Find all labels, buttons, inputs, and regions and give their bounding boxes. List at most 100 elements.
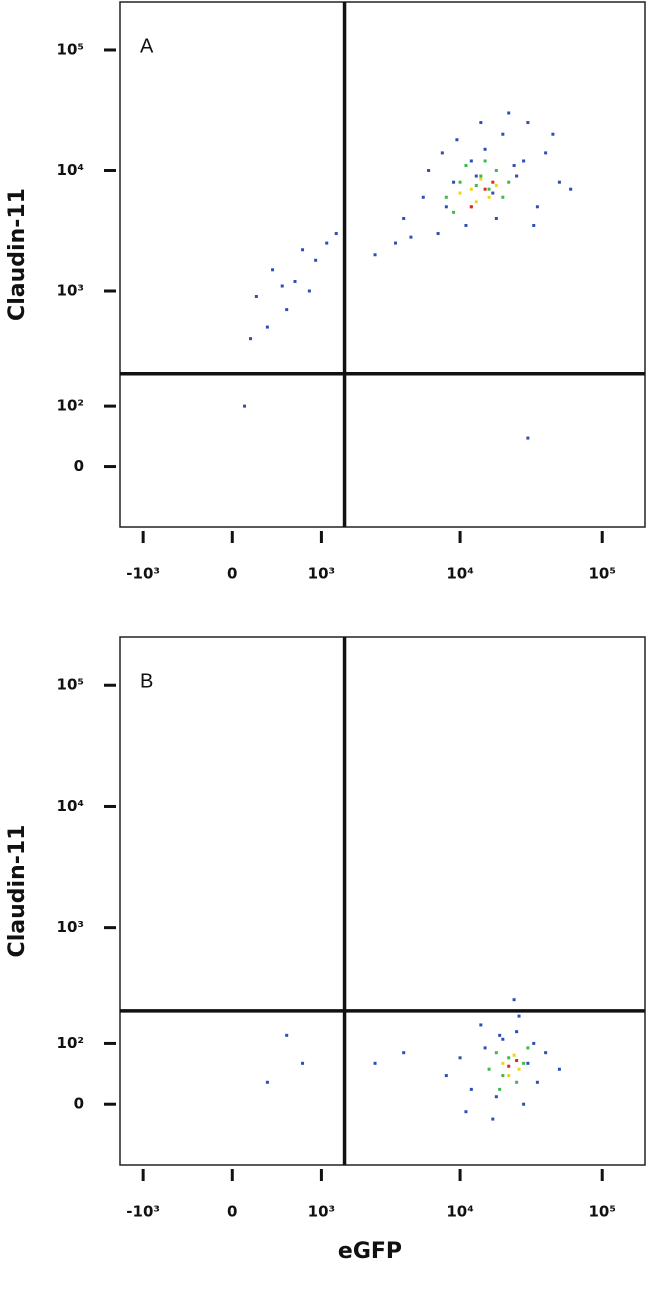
event-dot <box>373 253 377 257</box>
event-dot <box>325 241 329 245</box>
event-dot <box>483 187 487 191</box>
event-dot <box>280 284 284 288</box>
event-dot <box>535 205 539 209</box>
event-dot <box>487 195 491 199</box>
x-tick-label: 0 <box>227 1203 237 1221</box>
event-dot <box>301 1061 305 1065</box>
event-dot <box>452 180 456 184</box>
event-dot <box>498 1033 502 1037</box>
event-dot <box>452 210 456 214</box>
y-tick-label: 0 <box>74 1095 84 1113</box>
event-dot <box>243 404 247 408</box>
event-dot <box>440 151 444 155</box>
event-dot <box>474 184 478 188</box>
event-dot <box>265 325 269 329</box>
event-dot <box>334 232 338 236</box>
event-dot <box>501 1037 505 1041</box>
event-dot <box>479 121 483 125</box>
plot-frame <box>119 1 646 528</box>
event-dot <box>494 184 498 188</box>
event-dot <box>474 200 478 204</box>
event-dot <box>464 1110 468 1114</box>
event-dot <box>494 216 498 220</box>
y-tick-label: 10³ <box>57 281 84 299</box>
event-dot <box>427 169 431 173</box>
event-dot <box>507 111 511 115</box>
event-dot <box>494 1051 498 1055</box>
event-dot <box>498 1087 502 1091</box>
event-dot <box>557 1067 561 1071</box>
x-tick-label: 10³ <box>308 1203 335 1221</box>
event-dot <box>526 1046 530 1050</box>
event-dot <box>254 294 258 298</box>
event-dot <box>517 1014 521 1018</box>
event-dot <box>491 1117 495 1121</box>
event-dot <box>522 159 526 163</box>
event-dot <box>458 191 462 195</box>
x-tick-label: -10³ <box>126 1203 160 1221</box>
event-dot <box>469 1087 473 1091</box>
event-dot <box>271 268 275 272</box>
event-dot <box>285 308 289 312</box>
event-dot <box>507 1056 511 1060</box>
event-dot <box>526 1061 530 1065</box>
event-dot <box>479 177 483 181</box>
event-dot <box>501 132 505 136</box>
panel-label: A <box>140 35 154 57</box>
event-dot <box>474 174 478 178</box>
event-dot <box>421 195 425 199</box>
y-tick-label: 10⁴ <box>57 161 84 179</box>
event-dot <box>507 1074 511 1078</box>
event-dot <box>479 174 483 178</box>
event-dot <box>373 1061 377 1065</box>
event-dot <box>409 235 413 239</box>
event-dot <box>544 1051 548 1055</box>
event-dot <box>285 1033 289 1037</box>
event-dot <box>458 180 462 184</box>
event-dot <box>307 289 311 293</box>
event-dot <box>544 151 548 155</box>
x-axis-title: eGFP <box>338 1239 402 1264</box>
event-dot <box>515 1080 519 1084</box>
event-dot <box>469 205 473 209</box>
event-dot <box>293 279 297 283</box>
event-dot <box>532 1041 536 1045</box>
event-dot <box>512 164 516 168</box>
y-tick-label: 10³ <box>57 918 84 936</box>
event-dot <box>517 1067 521 1071</box>
y-axis-title: Claudin-11 <box>5 188 30 321</box>
event-dot <box>507 180 511 184</box>
event-dot <box>522 1061 526 1065</box>
y-axis-title: Claudin-11 <box>5 825 30 958</box>
event-dot <box>394 241 398 245</box>
y-tick-label: 10⁵ <box>57 40 84 58</box>
event-dot <box>501 195 505 199</box>
event-dot <box>479 1023 483 1027</box>
event-dot <box>265 1080 269 1084</box>
event-dot <box>455 138 459 142</box>
event-dot <box>526 436 530 440</box>
event-dot <box>301 248 305 252</box>
y-tick-label: 10⁵ <box>57 676 84 694</box>
event-dot <box>522 1102 526 1106</box>
panel-label: B <box>140 670 153 692</box>
event-dot <box>444 1074 448 1078</box>
event-dot <box>557 180 561 184</box>
x-tick-label: 10³ <box>308 565 335 583</box>
x-tick-label: 0 <box>227 565 237 583</box>
y-tick-label: 10⁴ <box>57 797 84 815</box>
event-dot <box>483 1046 487 1050</box>
event-dot <box>487 1067 491 1071</box>
x-tick-label: 10⁵ <box>588 565 615 583</box>
x-tick-label: -10³ <box>126 565 160 583</box>
event-dot <box>402 1051 406 1055</box>
event-dot <box>402 216 406 220</box>
event-dot <box>464 223 468 227</box>
event-dot <box>464 164 468 168</box>
event-dot <box>569 187 573 191</box>
event-dot <box>494 1095 498 1099</box>
event-dot <box>491 191 495 195</box>
y-tick-label: 0 <box>74 457 84 475</box>
event-dot <box>444 205 448 209</box>
